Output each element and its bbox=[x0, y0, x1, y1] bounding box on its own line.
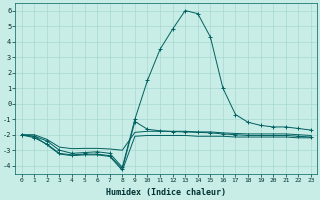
X-axis label: Humidex (Indice chaleur): Humidex (Indice chaleur) bbox=[106, 188, 226, 197]
